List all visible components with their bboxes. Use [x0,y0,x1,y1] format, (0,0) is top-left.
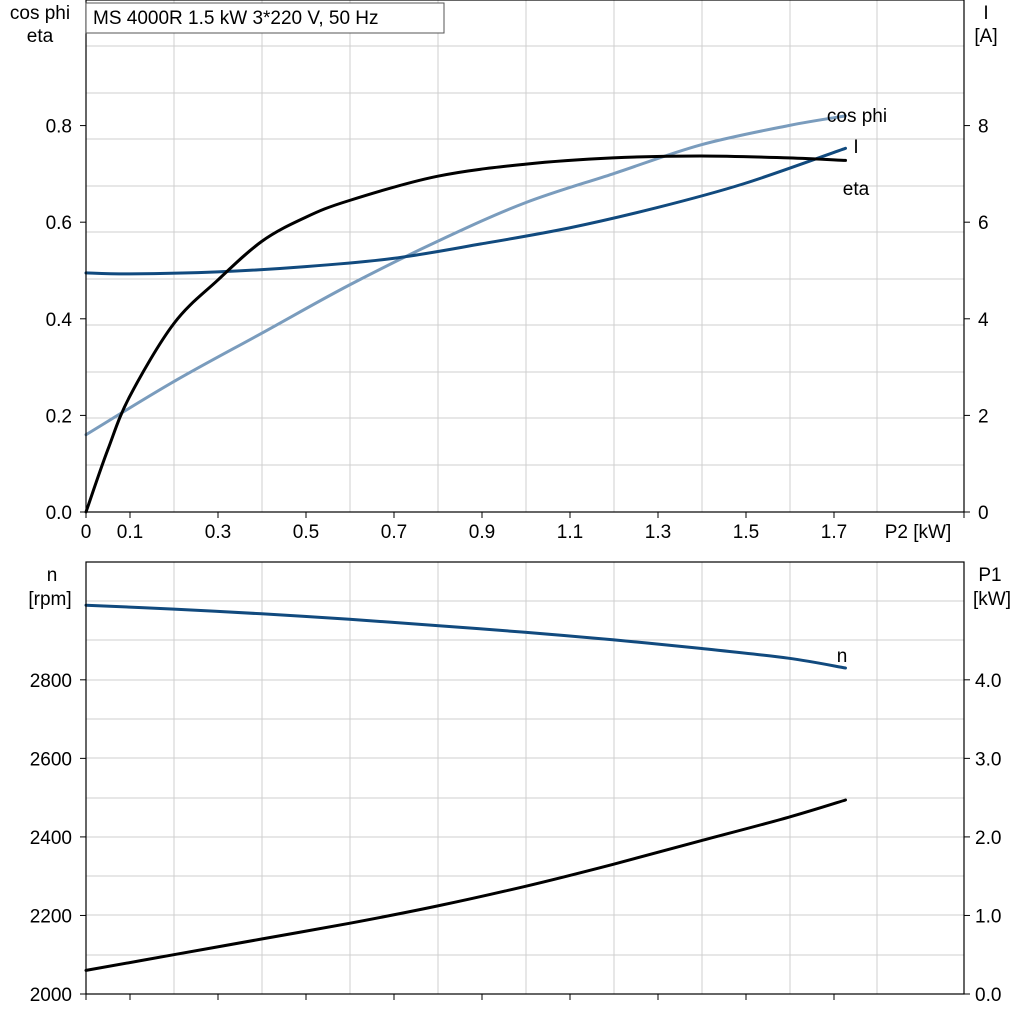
top-grid [86,0,964,512]
top-right-tick-label: 2 [978,406,989,427]
top-x-tick-label: 0.5 [293,522,319,543]
series-line-n [84,603,847,670]
top-right-tick-label: 0 [978,503,989,524]
bottom-right-tick-label: 2.0 [975,828,1001,849]
top-x-tick-label: 0 [81,522,92,543]
bottom-grid [86,562,964,994]
series-label-n: n [837,646,848,667]
bottom-left-tick-label: 2200 [30,906,72,927]
top-right-tick-label: 4 [978,310,989,331]
series-line-p1 [84,798,847,972]
bottom-left-tick-label: 2400 [30,828,72,849]
top-right-tick-label: 8 [978,117,989,138]
top-panel: 0.0 0.2 0.4 0.6 0.8 0 2 4 6 8 0 0.1 0.3 0.5 0.7 0.9 1.1 1… [10,0,998,543]
top-left-tick-label: 0.8 [46,117,72,138]
top-right-tick-label: 6 [978,213,989,234]
top-x-tick-label: 1.7 [821,522,847,543]
series-line-i [84,146,847,276]
bottom-left-axis-label-line2: [rpm] [28,589,71,610]
left-axis-label-line1: cos phi [10,3,70,24]
bottom-right-axis-label-line2: [kW] [973,589,1011,610]
top-x-tick-label: 1.5 [733,522,759,543]
right-axis-label-line1: I [983,3,988,24]
bottom-left-tick-label: 2000 [30,985,72,1006]
top-left-tick-label: 0.2 [46,406,72,427]
bottom-left-axis-label-line1: n [47,565,58,586]
bottom-right-tick-label: 1.0 [975,906,1001,927]
series-line-cos-phi [84,114,847,437]
x-axis-label: P2 [kW] [885,522,952,543]
top-x-tick-label: 0.1 [117,522,143,543]
series-label-eta: eta [843,179,870,200]
top-x-tick-label: 0.7 [381,522,407,543]
title-box [85,2,445,34]
top-plot-frame [85,0,965,513]
top-series [84,114,847,514]
bottom-right-axis-label-line1: P1 [978,565,1001,586]
bottom-panel: 2000 2200 2400 2600 2800 0.0 1.0 2.0 3.0 4.0 n [rpm… [28,561,1011,1006]
series-label-cos-phi: cos phi [827,106,887,127]
bottom-right-tick-label: 3.0 [975,749,1001,770]
bottom-left-tick-label: 2800 [30,671,72,692]
top-labels: 0.0 0.2 0.4 0.6 0.8 0 2 4 6 8 0 0.1 0.3 0.5 0.7 0.9 1.1 1… [10,3,998,543]
top-left-tick-label: 0.6 [46,213,72,234]
series-line-eta [84,154,847,514]
chart-title: MS 4000R 1.5 kW 3*220 V, 50 Hz [93,8,379,29]
bottom-left-tick-label: 2600 [30,749,72,770]
bottom-series [84,603,847,972]
left-axis-label-line2: eta [27,26,54,47]
bottom-right-tick-label: 0.0 [975,985,1001,1006]
top-left-tick-label: 0.4 [46,310,73,331]
bottom-labels: 2000 2200 2400 2600 2800 0.0 1.0 2.0 3.0 4.0 n [rpm… [28,565,1011,1006]
top-x-tick-label: 1.1 [557,522,583,543]
top-left-tick-label: 0.0 [46,503,72,524]
right-axis-label-line2: [A] [974,26,997,47]
top-x-tick-label: 0.3 [205,522,231,543]
bottom-ticks [80,679,970,1000]
series-label-i: I [853,137,858,158]
top-ticks [80,125,970,518]
top-x-tick-label: 1.3 [645,522,671,543]
chart-title-box: MS 4000R 1.5 kW 3*220 V, 50 Hz [85,2,445,34]
top-x-tick-label: 0.9 [469,522,495,543]
bottom-right-tick-label: 4.0 [975,671,1001,692]
bottom-plot-frame [85,561,965,995]
